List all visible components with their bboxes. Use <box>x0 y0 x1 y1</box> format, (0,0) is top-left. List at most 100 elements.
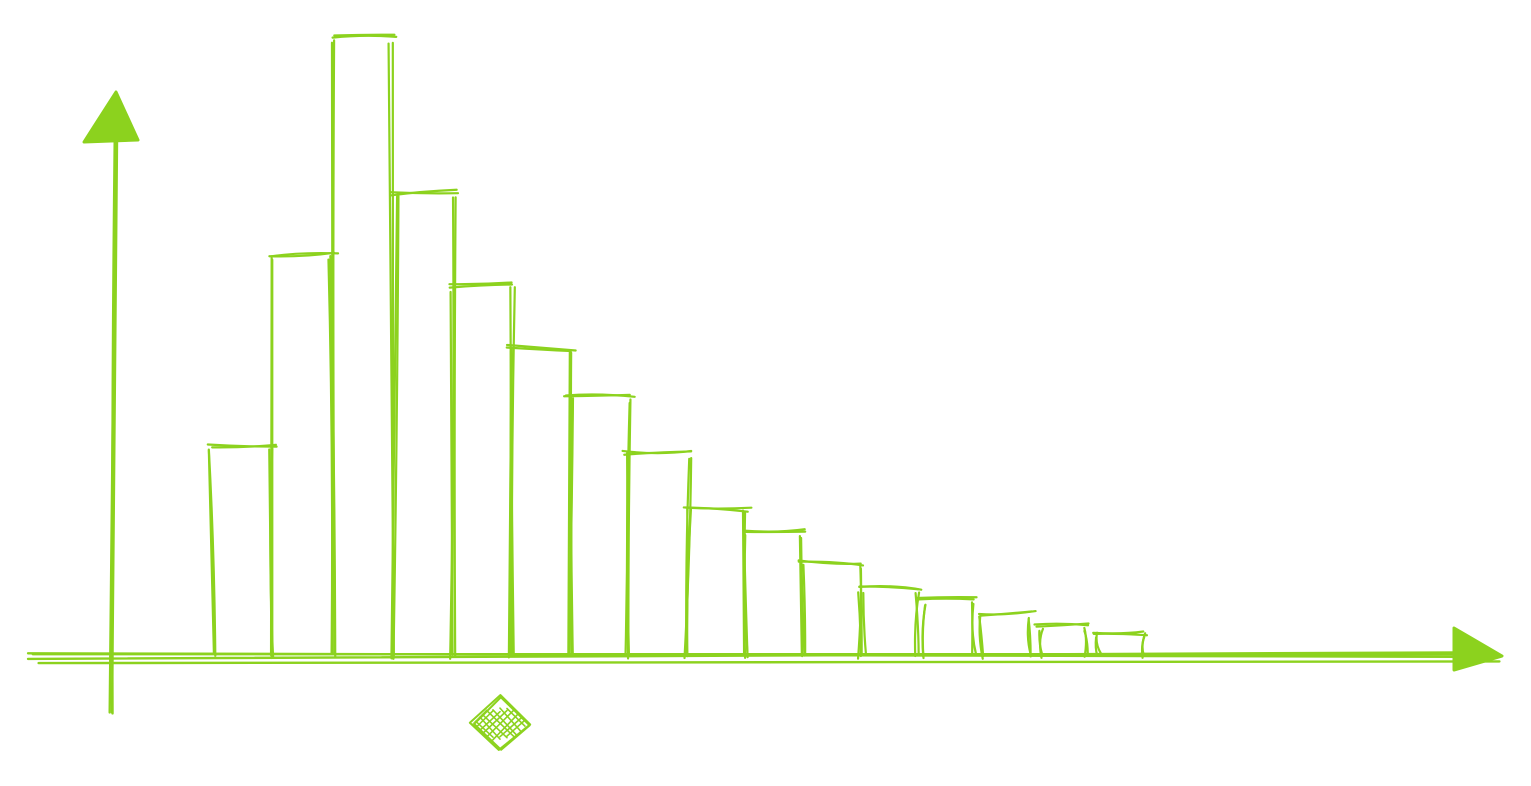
bar-5-top-stroke <box>505 346 572 353</box>
bar-15-top <box>1092 630 1149 637</box>
bar-15-top-stroke <box>1092 630 1145 635</box>
bar-13-top <box>977 609 1037 617</box>
y-axis-arrow-icon <box>82 90 140 144</box>
diamond-hatch <box>492 710 522 741</box>
x-axis-line-2 <box>37 660 1501 665</box>
bar-3-left <box>390 194 400 660</box>
bar-12-left <box>921 603 927 660</box>
bar-14-top-stroke <box>1033 622 1090 627</box>
bar-3-top <box>389 188 460 197</box>
y-axis-line-stroke <box>110 136 119 714</box>
bar-12-left-stroke <box>921 604 927 660</box>
bar-3 <box>389 188 460 660</box>
bar-14-left-stroke <box>1038 627 1045 659</box>
bar-10-left-stroke <box>802 563 807 657</box>
bar-8-left <box>684 507 693 658</box>
bar-10-left <box>799 563 807 658</box>
bar-0-left-stroke <box>207 448 216 655</box>
bar-13-right-stroke <box>1027 618 1032 658</box>
bar-7 <box>621 449 693 660</box>
bar-2-top-stroke <box>331 34 398 39</box>
bar-13-top-stroke <box>979 610 1033 617</box>
bar-14-top-stroke <box>1035 622 1090 628</box>
bar-11-top <box>858 585 923 591</box>
bar-12-top-stroke <box>915 595 978 600</box>
bar-8-top <box>682 506 753 513</box>
bar-10-top-stroke <box>797 560 865 567</box>
diamond-outline <box>468 694 532 751</box>
bar-8 <box>682 506 753 660</box>
diamond-hatch <box>478 709 508 738</box>
bar-9-left-stroke <box>743 534 749 655</box>
bar-14 <box>1033 622 1090 659</box>
bar-6-left <box>567 397 575 658</box>
bar-2 <box>330 33 398 660</box>
bar-11-left-stroke <box>862 591 868 656</box>
bar-3-right-stroke <box>453 196 457 658</box>
bar-9-top <box>744 528 807 534</box>
bar-11-left-stroke <box>857 591 862 658</box>
bar-7-top-stroke <box>623 450 693 456</box>
bar-4-top <box>448 281 514 289</box>
bar-0-top <box>206 443 278 449</box>
bar-4-left-stroke <box>450 286 456 656</box>
bar-5 <box>505 343 577 659</box>
bar-6-left-stroke <box>569 400 574 658</box>
bar-3-top-stroke <box>389 188 458 197</box>
bar-3-left-stroke <box>390 195 399 660</box>
bar-14-left <box>1038 627 1045 659</box>
bar-9 <box>742 528 807 659</box>
bar-10 <box>797 559 865 660</box>
hatched-diamond-marker-icon <box>468 694 532 751</box>
bar-11-right <box>913 591 921 658</box>
marker-layer <box>468 694 532 751</box>
y-axis-line <box>108 136 119 715</box>
bar-12 <box>915 595 978 660</box>
bar-8-left-stroke <box>686 508 693 658</box>
bar-11-right-stroke <box>914 591 920 656</box>
bars <box>206 33 1149 660</box>
bar-5-right-stroke <box>567 350 571 655</box>
x-axis-arrow-icon <box>1452 626 1504 672</box>
bar-4 <box>448 281 516 658</box>
bar-9-left <box>742 534 749 659</box>
bar-14-right <box>1083 626 1089 658</box>
bar-12-top-stroke <box>917 597 975 601</box>
bar-13 <box>977 609 1037 660</box>
bar-0 <box>206 443 278 660</box>
bar-10-top <box>797 559 865 567</box>
bar-3-top-stroke <box>389 191 460 195</box>
bar-7-left <box>624 451 631 658</box>
bar-7-top <box>621 449 693 456</box>
bar-15-left <box>1094 631 1103 657</box>
bar-13-left-stroke <box>978 615 985 658</box>
bar-11-top-stroke <box>858 585 923 591</box>
bar-10-left-stroke <box>799 563 804 658</box>
bar-15-right-stroke <box>1140 635 1146 659</box>
bar-13-left <box>978 615 985 660</box>
bar-15 <box>1092 630 1149 659</box>
bar-14-top <box>1033 622 1090 628</box>
bar-13-right <box>1026 616 1032 658</box>
x-axis-line-2-stroke <box>37 660 1501 665</box>
bar-6 <box>563 393 636 660</box>
bar-6-top <box>563 393 636 398</box>
bar-2-left <box>330 39 337 656</box>
bar-6-top-stroke <box>563 393 631 398</box>
bar-5-left <box>507 347 513 659</box>
bar-5-left-stroke <box>509 349 512 656</box>
bar-4-top-stroke <box>448 283 514 289</box>
bar-12-top <box>915 595 978 601</box>
diamond-hatch <box>506 707 528 737</box>
bar-11 <box>857 585 923 658</box>
diamond-hatch <box>485 709 515 739</box>
bar-1-left-stroke <box>269 256 273 657</box>
diamond-hatch <box>472 710 487 739</box>
diamond-hatch <box>472 709 487 738</box>
bar-12-right <box>970 601 978 656</box>
axes <box>26 90 1504 715</box>
bar-2-left-stroke <box>330 41 335 656</box>
bar-2-top <box>331 33 398 39</box>
